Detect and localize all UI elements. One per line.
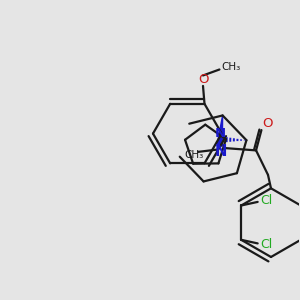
Text: Cl: Cl	[260, 238, 273, 251]
Text: N: N	[214, 144, 227, 159]
Text: CH₃: CH₃	[221, 62, 240, 72]
Text: CH₃: CH₃	[184, 150, 203, 160]
Text: Cl: Cl	[260, 194, 273, 207]
Polygon shape	[217, 116, 223, 146]
Text: O: O	[263, 117, 273, 130]
Text: O: O	[198, 74, 209, 86]
Text: N: N	[215, 128, 226, 140]
